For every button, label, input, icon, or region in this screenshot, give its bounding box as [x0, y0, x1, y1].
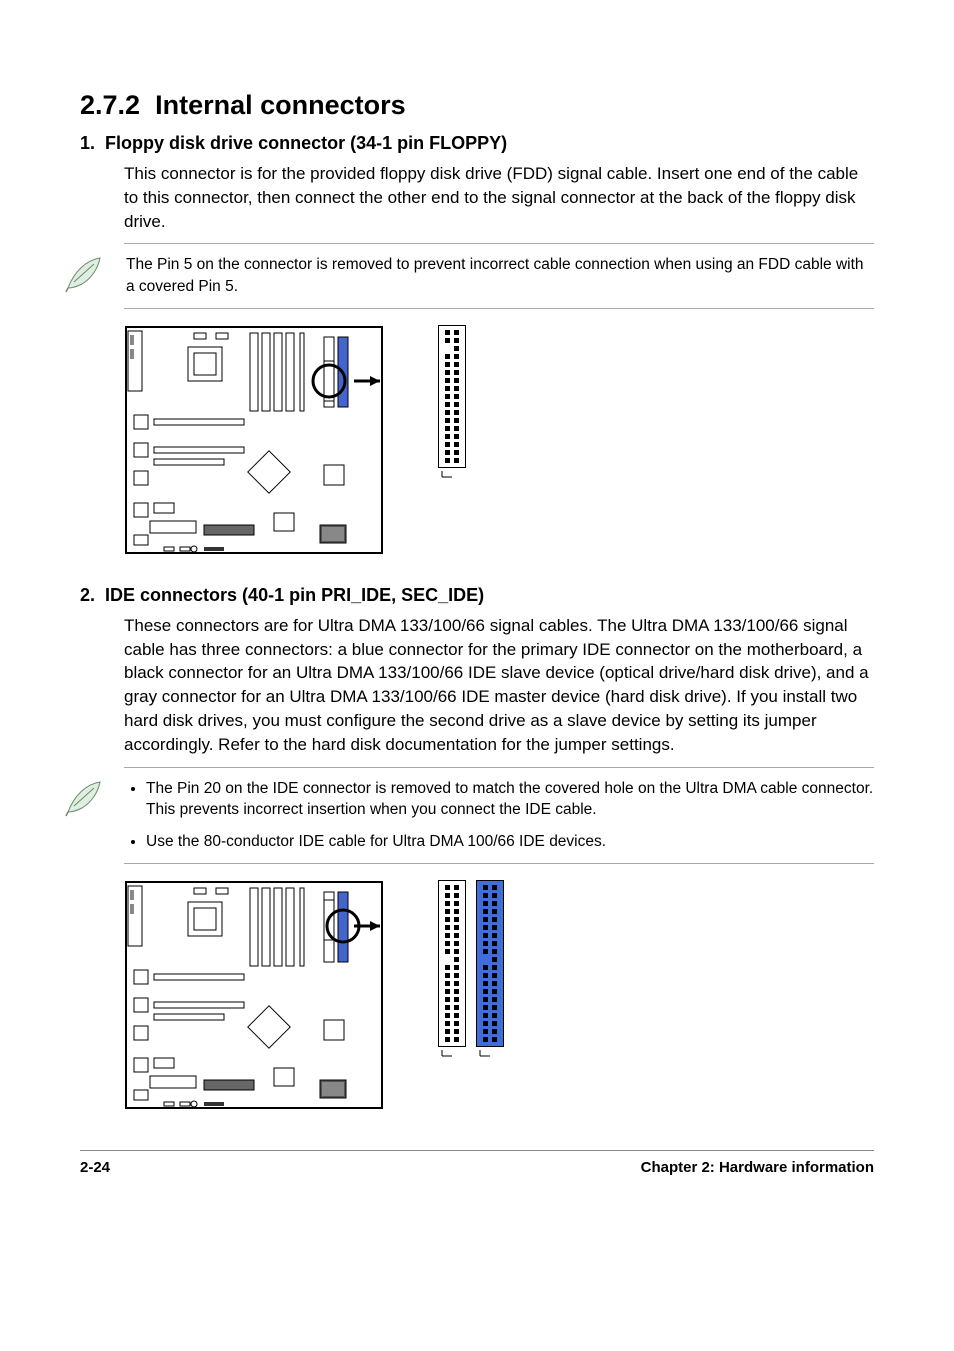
- section-heading: 2.7.2 Internal connectors: [80, 90, 874, 121]
- motherboard-diagram: [124, 325, 384, 555]
- pin-header: [438, 880, 466, 1047]
- note-body: The Pin 5 on the connector is removed to…: [126, 254, 874, 297]
- section-title-text: Internal connectors: [155, 90, 406, 120]
- item-title: Floppy disk drive connector (34-1 pin FL…: [105, 133, 507, 153]
- item-body: This connector is for the provided flopp…: [124, 162, 874, 233]
- ide-pinout: [438, 880, 506, 1057]
- note-bullet: Use the 80-conductor IDE cable for Ultra…: [146, 831, 874, 853]
- floppy-pinout: [438, 325, 468, 478]
- feather-icon: [62, 254, 106, 294]
- item-number: 1.: [80, 133, 95, 153]
- chapter-label: Chapter 2: Hardware information: [641, 1159, 874, 1176]
- pri-ide-pinout: [438, 880, 468, 1057]
- pin-header: [438, 325, 466, 468]
- feather-icon: [62, 778, 106, 818]
- diagram-row: [124, 880, 874, 1110]
- motherboard-schematic: [124, 880, 384, 1110]
- note-block: The Pin 20 on the IDE connector is remov…: [124, 767, 874, 864]
- diagram-row: [124, 325, 874, 555]
- note-bullet: The Pin 20 on the IDE connector is remov…: [146, 778, 874, 821]
- motherboard-diagram: [124, 880, 384, 1110]
- motherboard-schematic: [124, 325, 384, 555]
- item-heading: 2. IDE connectors (40-1 pin PRI_IDE, SEC…: [80, 585, 874, 606]
- item-number: 2.: [80, 585, 95, 605]
- item-ide: 2. IDE connectors (40-1 pin PRI_IDE, SEC…: [80, 585, 874, 1110]
- note-body: The Pin 20 on the IDE connector is remov…: [126, 778, 874, 853]
- section-number: 2.7.2: [80, 90, 140, 120]
- page-number: 2-24: [80, 1159, 110, 1176]
- sec-ide-pinout: [476, 880, 506, 1057]
- item-heading: 1. Floppy disk drive connector (34-1 pin…: [80, 133, 874, 154]
- item-title: IDE connectors (40-1 pin PRI_IDE, SEC_ID…: [105, 585, 484, 605]
- item-body: These connectors are for Ultra DMA 133/1…: [124, 614, 874, 757]
- item-floppy: 1. Floppy disk drive connector (34-1 pin…: [80, 133, 874, 555]
- page-footer: 2-24 Chapter 2: Hardware information: [80, 1150, 874, 1176]
- pin-header: [476, 880, 504, 1047]
- note-block: The Pin 5 on the connector is removed to…: [124, 243, 874, 308]
